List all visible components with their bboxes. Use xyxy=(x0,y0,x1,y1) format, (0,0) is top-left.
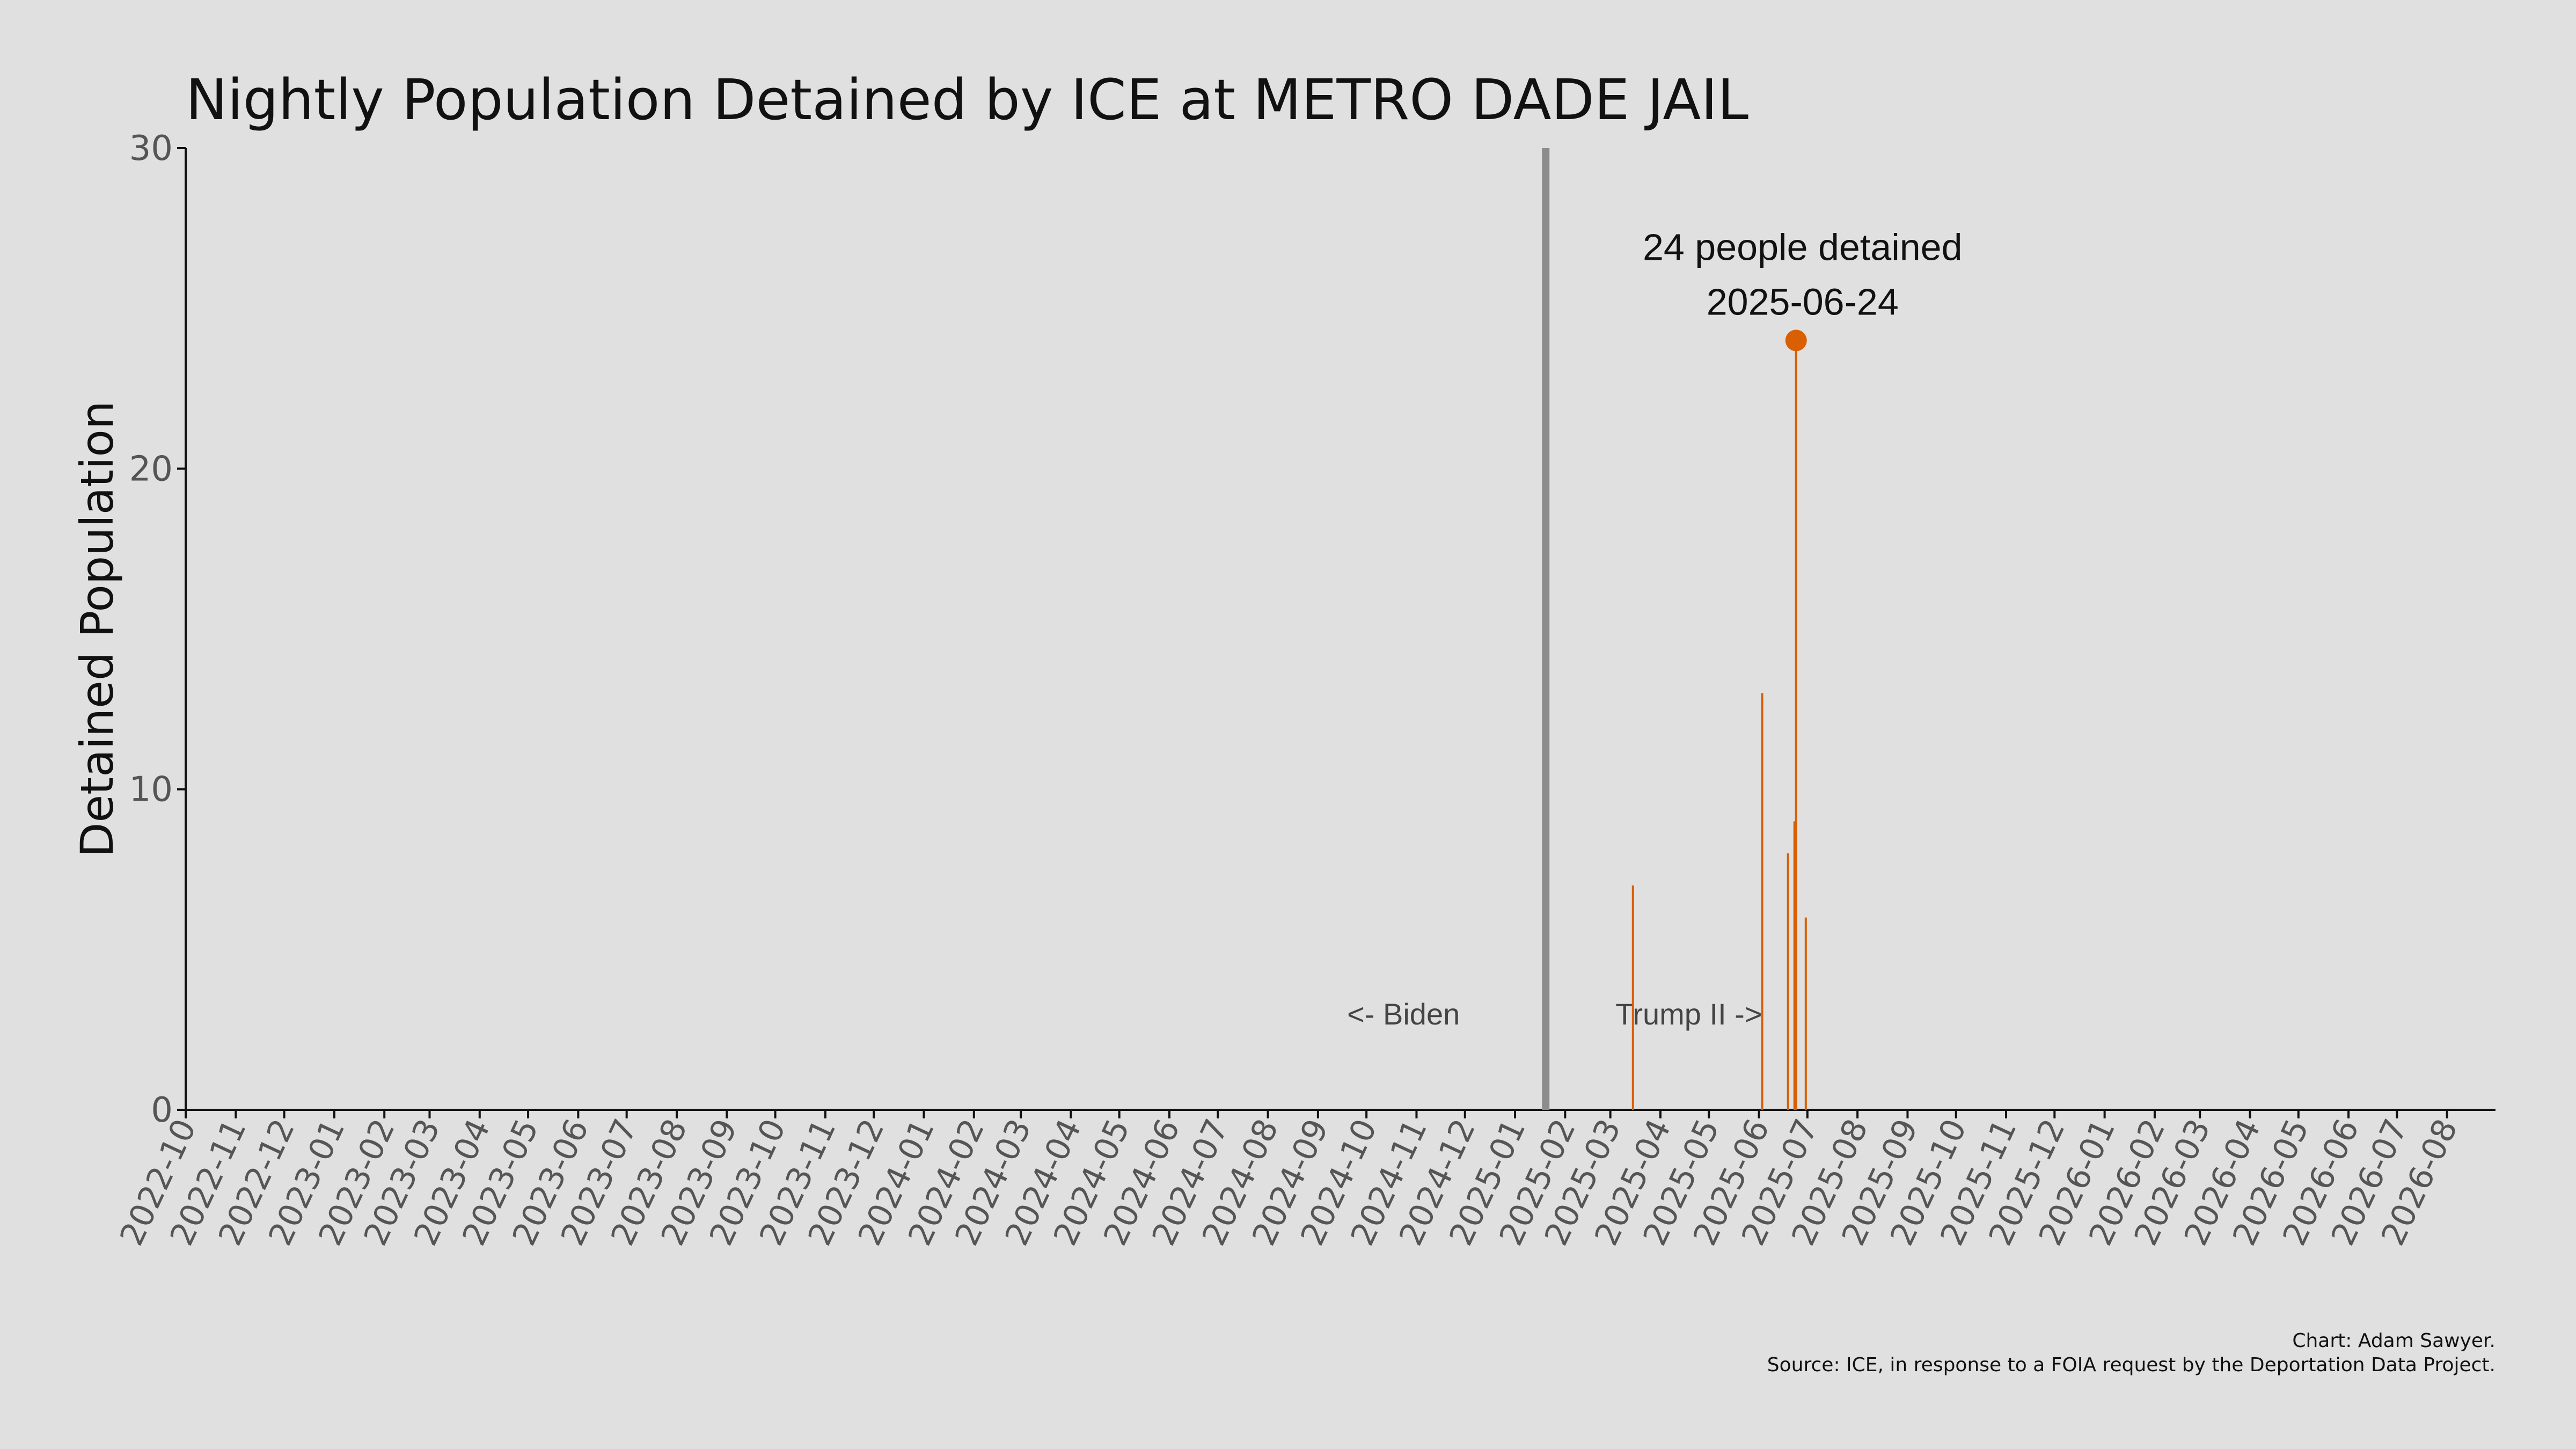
caption-credit: Chart: Adam Sawyer. xyxy=(2292,1330,2496,1352)
peak-annotation-date: 2025-06-24 xyxy=(1707,281,1899,323)
era-label-biden: <- Biden xyxy=(1347,997,1460,1031)
era-label-trump: Trump II -> xyxy=(1615,997,1762,1031)
chart-title: Nightly Population Detained by ICE at ME… xyxy=(186,67,1748,133)
plot-area: 01020302022-102022-112022-122023-012023-… xyxy=(113,129,2496,1252)
y-tick-label: 30 xyxy=(129,129,173,169)
peak-point xyxy=(1785,330,1807,352)
y-tick-label: 10 xyxy=(129,770,173,810)
y-axis-label: Detained Population xyxy=(71,401,123,857)
peak-annotation-text: 24 people detained xyxy=(1643,226,1963,268)
y-tick-label: 20 xyxy=(129,449,173,489)
y-tick-label: 0 xyxy=(151,1091,173,1130)
caption-source: Source: ICE, in response to a FOIA reque… xyxy=(1767,1354,2496,1376)
